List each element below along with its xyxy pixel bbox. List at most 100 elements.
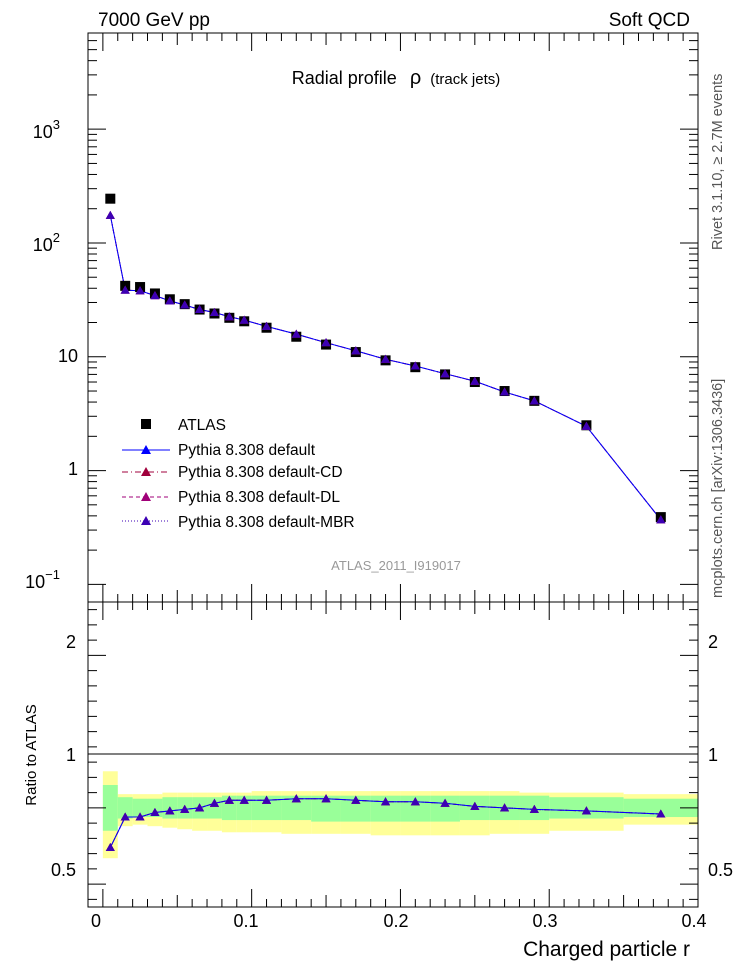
mc-data-point-4 <box>291 329 301 338</box>
ratio-data-point-3 <box>529 804 539 813</box>
mc-data-point-4 <box>500 387 510 396</box>
legend-marker-default-mbr <box>141 516 151 525</box>
legend: ATLAS Pythia 8.308 default Pythia 8.308 … <box>122 417 355 531</box>
mc-data-point-4 <box>180 300 190 309</box>
ratio-data-point-3 <box>120 812 130 821</box>
main-chart-title-rho: ρ <box>410 67 421 89</box>
xtick-label-0: 0 <box>91 911 101 931</box>
ratio-panel: 2 1 0.5 2 1 0.5 Ratio to ATLAS 0 0.1 0.2… <box>23 601 733 961</box>
ratio-data-point-3 <box>105 843 115 852</box>
legend-label-default-mbr: Pythia 8.308 default-MBR <box>178 514 355 531</box>
ratio-data-point-3 <box>500 803 510 812</box>
mc-data-point-4 <box>239 315 249 324</box>
ytick-label-1: 1 <box>68 459 78 479</box>
mc-data-point-4 <box>165 296 175 305</box>
legend-marker-default-cd <box>141 467 151 476</box>
ratio-data-point-3 <box>381 797 391 806</box>
ratio-axis-ticks <box>88 602 699 907</box>
ratio-ytick-label-1-left: 1 <box>66 745 76 765</box>
ratio-data-point-3 <box>410 797 420 806</box>
ratio-ytick-label-2-left: 2 <box>66 632 76 652</box>
atlas-data-point <box>105 193 116 204</box>
mc-data-point-4 <box>209 307 219 316</box>
ytick-label-10: 10 <box>58 346 78 366</box>
ratio-ytick-label-2-right: 2 <box>708 632 718 652</box>
legend-label-default-cd: Pythia 8.308 default-CD <box>178 464 343 481</box>
mc-data-point-4 <box>321 338 331 347</box>
header-collision-label: 7000 GeV pp <box>98 10 210 31</box>
main-series-line-1 <box>109 215 662 521</box>
main-panel: Radial profile ρ (track jets) ATLAS_2011… <box>25 32 699 603</box>
ratio-data-point-3 <box>180 804 190 813</box>
ratio-band-green <box>102 785 118 831</box>
mc-data-point-4 <box>581 421 591 430</box>
ytick-label-0p1-exp: −1 <box>45 567 60 582</box>
ytick-label-1000-base: 10 <box>33 122 53 142</box>
xtick-label-0p4: 0.4 <box>681 911 706 931</box>
main-chart-title-sub: (track jets) <box>430 71 500 88</box>
ratio-ytick-label-0p5-right: 0.5 <box>708 860 733 880</box>
mc-data-point-4 <box>410 361 420 370</box>
mc-data-point-4 <box>262 321 272 330</box>
mc-data-point-4 <box>150 291 160 300</box>
xtick-label-0p1: 0.1 <box>233 911 258 931</box>
mc-data-point-4 <box>120 285 130 294</box>
ratio-ytick-label-0p5-left: 0.5 <box>51 860 76 880</box>
ratio-ylabel: Ratio to ATLAS <box>23 704 40 805</box>
ratio-series-line-0 <box>109 798 661 848</box>
ratio-data-point-3 <box>239 795 249 804</box>
main-chart-title-text: Radial profile <box>292 68 397 88</box>
ratio-data-point-3 <box>195 803 205 812</box>
mc-data-point-4 <box>529 396 539 405</box>
legend-label-default: Pythia 8.308 default <box>178 442 316 459</box>
legend-marker-atlas <box>141 419 151 429</box>
ratio-data-point-3 <box>440 798 450 807</box>
mc-data-point-4 <box>135 286 145 295</box>
ratio-band-green <box>117 797 133 819</box>
x-axis-label: Charged particle r <box>523 938 690 961</box>
ytick-label-1000: 103 <box>33 117 60 142</box>
ytick-label-1000-exp: 3 <box>53 117 60 132</box>
mc-data-point-4 <box>381 354 391 363</box>
ratio-panel-frame <box>87 601 699 908</box>
ratio-data-point-3 <box>291 794 301 803</box>
ratio-data-point-3 <box>224 795 234 804</box>
main-chart-title: Radial profile ρ (track jets) <box>292 67 501 89</box>
ratio-data-point-3 <box>470 801 480 810</box>
legend-marker-default <box>141 445 151 454</box>
xtick-label-0p3: 0.3 <box>532 911 557 931</box>
ytick-label-100: 102 <box>33 230 60 255</box>
legend-label-atlas: ATLAS <box>178 417 226 434</box>
mc-data-point-4 <box>351 346 361 355</box>
ytick-label-100-base: 10 <box>33 235 53 255</box>
ytick-label-0p1: 10−1 <box>25 567 60 592</box>
header-process-label: Soft QCD <box>609 10 690 31</box>
ratio-data-point-3 <box>135 812 145 821</box>
main-axis-ticks <box>88 32 699 602</box>
ratio-ytick-label-1-right: 1 <box>708 745 718 765</box>
legend-marker-default-dl <box>141 492 151 501</box>
ratio-band-green <box>236 795 252 821</box>
ratio-data-point-3 <box>165 806 175 815</box>
mc-data-point-4 <box>195 305 205 314</box>
analysis-watermark: ATLAS_2011_I919017 <box>331 558 461 573</box>
ratio-band-green <box>221 795 237 821</box>
ytick-label-100-exp: 2 <box>53 230 60 245</box>
ratio-data-point-3 <box>321 794 331 803</box>
mc-data-point-4 <box>105 210 115 219</box>
mc-data-point-4 <box>470 376 480 385</box>
mc-data-point-4 <box>224 312 234 321</box>
ratio-data-point-3 <box>351 795 361 804</box>
ratio-uncertainty-bands <box>102 771 698 859</box>
mc-data-point-4 <box>656 515 666 524</box>
ratio-band-green <box>623 798 698 818</box>
xtick-label-0p2: 0.2 <box>383 911 408 931</box>
main-data-layer <box>105 193 666 524</box>
ytick-label-0p1-base: 10 <box>25 572 45 592</box>
legend-label-default-dl: Pythia 8.308 default-DL <box>178 489 340 506</box>
ratio-data-point-3 <box>581 806 591 815</box>
ratio-data-point-3 <box>150 807 160 816</box>
ratio-data-layer <box>105 794 666 852</box>
ratio-band-green <box>132 798 148 818</box>
